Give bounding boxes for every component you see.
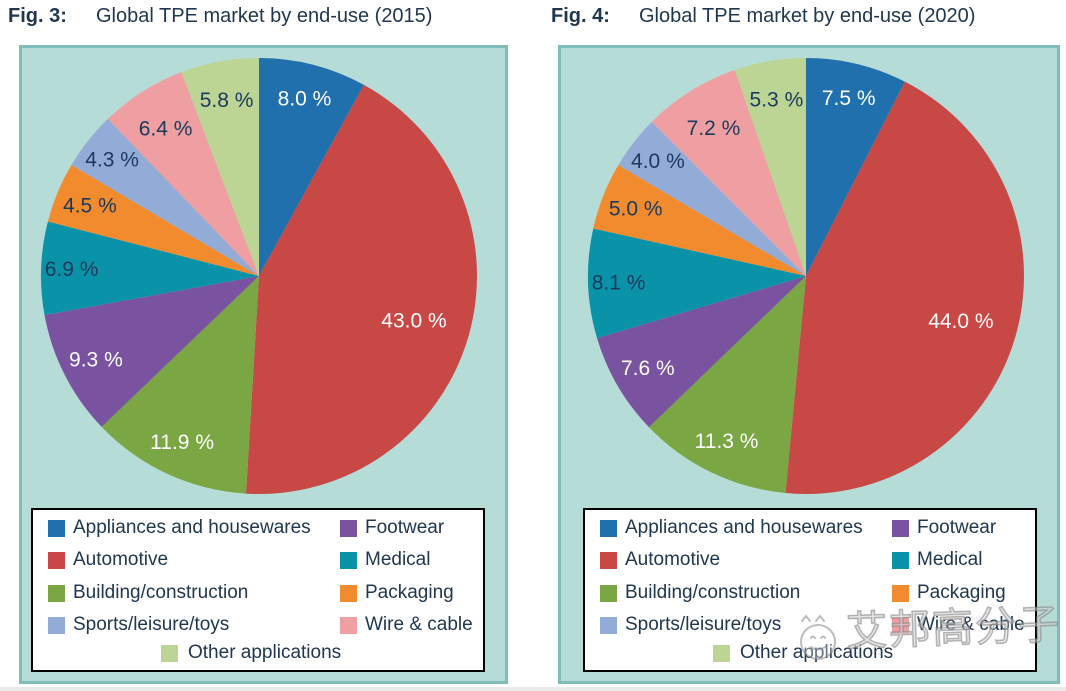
- pie-slice-wire-cable: [651, 69, 806, 276]
- legend-label-other-applications: Other applications: [188, 642, 342, 663]
- pie-label-wire-cable: 7.2 %: [687, 117, 741, 140]
- pie-label-appliances-and-housewares: 8.0 %: [278, 88, 332, 111]
- figure-3-title: Fig. 3: Global TPE market by end-use (20…: [8, 5, 432, 28]
- pie-label-packaging: 5.0 %: [609, 198, 663, 221]
- pie-slice-footwear: [44, 276, 259, 427]
- pie-slice-wire-cable: [107, 72, 260, 276]
- legend-label-footwear: Footwear: [917, 517, 997, 538]
- legend-label-building-construction: Building/construction: [625, 582, 801, 603]
- legend-swatch-medical: [340, 552, 357, 569]
- pie-label-sports-leisure-toys: 4.0 %: [631, 150, 685, 173]
- pie-slice-appliances-and-housewares: [806, 58, 905, 276]
- legend-swatch-medical: [892, 552, 909, 569]
- pie-slice-building-construction: [101, 276, 260, 494]
- pie-label-medical: 6.9 %: [45, 258, 99, 281]
- legend-label-automotive: Automotive: [73, 549, 169, 570]
- legend-swatch-sports-leisure-toys: [600, 617, 617, 634]
- pie-label-sports-leisure-toys: 4.3 %: [85, 149, 139, 172]
- legend-swatch-packaging: [892, 585, 909, 602]
- legend-swatch-building-construction: [48, 585, 65, 602]
- figure-3-heading: Global TPE market by end-use (2015): [96, 5, 433, 27]
- figure-4-title: Fig. 4: Global TPE market by end-use (20…: [551, 5, 975, 28]
- legend-swatch-wire-cable: [892, 617, 909, 634]
- legend-label-medical: Medical: [917, 549, 983, 570]
- pie-label-packaging: 4.5 %: [63, 195, 117, 218]
- legend-label-sports-leisure-toys: Sports/leisure/toys: [625, 614, 782, 635]
- pie-label-building-construction: 11.3 %: [695, 430, 759, 453]
- legend-label-wire-cable: Wire & cable: [917, 614, 1025, 635]
- legend-swatch-wire-cable: [340, 617, 357, 634]
- legend-swatch-footwear: [340, 520, 357, 537]
- legend-label-footwear: Footwear: [365, 517, 445, 538]
- pie-label-building-construction: 11.9 %: [150, 431, 214, 454]
- pie-label-automotive: 43.0 %: [381, 310, 446, 333]
- legend-label-sports-leisure-toys: Sports/leisure/toys: [73, 614, 230, 635]
- legend-swatch-other-applications: [713, 645, 730, 662]
- legend-2015: Appliances and housewares Automotive Build…: [31, 508, 485, 672]
- pie-label-other-applications: 5.3 %: [750, 89, 804, 112]
- legend-label-packaging: Packaging: [917, 582, 1006, 603]
- pie-label-automotive: 44.0 %: [928, 310, 993, 333]
- pie-slice-appliances-and-housewares: [259, 58, 364, 276]
- figure-3-number: Fig. 3:: [8, 5, 67, 27]
- pie-slice-building-construction: [648, 276, 806, 494]
- figure-4-heading: Global TPE market by end-use (2020): [639, 5, 976, 27]
- pie-slice-sports-leisure-toys: [618, 121, 806, 276]
- pie-slice-automotive: [246, 84, 478, 494]
- pie-label-footwear: 9.3 %: [69, 348, 123, 371]
- legend-swatch-appliances-and-housewares: [48, 520, 65, 537]
- legend-label-medical: Medical: [365, 549, 431, 570]
- legend-label-wire-cable: Wire & cable: [365, 614, 473, 635]
- legend-label-packaging: Packaging: [365, 582, 454, 603]
- legend-swatch-footwear: [892, 520, 909, 537]
- pie-label-medical: 8.1 %: [592, 272, 646, 295]
- pie-chart-2020: 7.5 % 44.0 % 11.3 % 7.6 % 8.1 % 5.0 % 4.0 %7.2…: [587, 58, 1024, 494]
- pie-label-footwear: 7.6 %: [621, 357, 675, 380]
- legend-label-appliances-and-housewares: Appliances and housewares: [73, 517, 311, 538]
- legend-swatch-other-applications: [161, 645, 178, 662]
- legend-label-building-construction: Building/construction: [73, 582, 249, 603]
- pie-slice-footwear: [597, 276, 806, 428]
- legend-label-automotive: Automotive: [625, 549, 721, 570]
- pie-slice-medical: [40, 221, 260, 316]
- figure-4-panel: 7.5 % 44.0 % 11.3 % 7.6 % 8.1 % 5.0 % 4.0 % 7.2…: [558, 45, 1060, 684]
- legend-swatch-packaging: [340, 585, 357, 602]
- figure-4-number: Fig. 4:: [551, 5, 610, 27]
- pie-slice-other-applications: [181, 58, 259, 276]
- figure-3-panel: 8.0 % 43.0 % 11.9 % 9.3 % 6.9 % 4.5 % 4.3 % 6.4…: [19, 45, 508, 684]
- pie-slice-sports-leisure-toys: [71, 118, 259, 276]
- legend-swatch-automotive: [48, 552, 65, 569]
- pie-chart-2015: 8.0 % 43.0 % 11.9 % 9.3 % 6.9 % 4.5 % 4.3 %6.4…: [40, 58, 478, 494]
- legend-label-other-applications: Other applications: [740, 642, 894, 663]
- bottom-edge-strip: [0, 687, 1066, 691]
- legend-swatch-building-construction: [600, 585, 617, 602]
- legend-swatch-sports-leisure-toys: [48, 617, 65, 634]
- legend-label-appliances-and-housewares: Appliances and housewares: [625, 517, 863, 538]
- pie-slice-automotive: [785, 81, 1024, 494]
- pie-slice-medical: [587, 228, 806, 339]
- pie-slice-other-applications: [734, 58, 806, 276]
- pie-label-wire-cable: 6.4 %: [139, 118, 193, 141]
- pie-label-other-applications: 5.8 %: [200, 89, 254, 112]
- pie-label-appliances-and-housewares: 7.5 %: [822, 87, 876, 110]
- legend-2020: Appliances and housewares Automotive Build…: [583, 508, 1037, 672]
- pie-slice-packaging: [593, 165, 806, 276]
- legend-swatch-automotive: [600, 552, 617, 569]
- pie-slice-packaging: [47, 164, 259, 276]
- legend-swatch-appliances-and-housewares: [600, 520, 617, 537]
